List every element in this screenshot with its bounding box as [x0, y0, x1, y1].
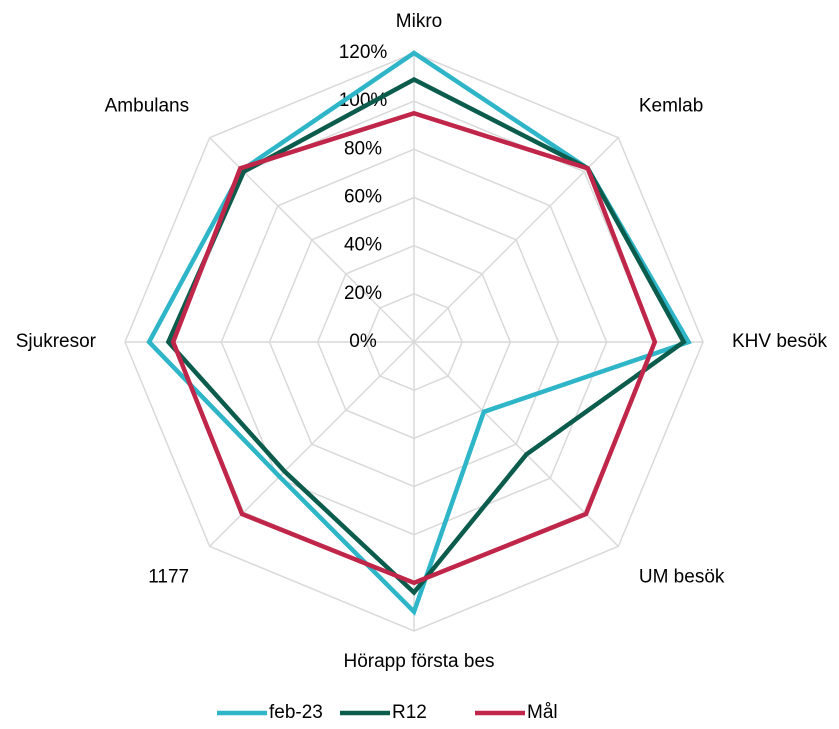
category-label: 1177 — [148, 566, 189, 587]
tick-label: 40% — [344, 235, 382, 256]
category-label: Ambulans — [105, 96, 190, 117]
legend-label: R12 — [392, 702, 427, 723]
tick-label: 120% — [339, 42, 388, 63]
tick-label: 0% — [349, 331, 377, 352]
category-label: KHV besök — [732, 331, 828, 352]
category-label: Kemlab — [639, 96, 703, 117]
tick-label: 80% — [344, 138, 382, 159]
legend-label: Mål — [527, 702, 558, 723]
tick-label: 60% — [344, 187, 382, 208]
category-label: UM besök — [639, 566, 725, 587]
legend-label: feb-23 — [269, 702, 323, 723]
series-line — [170, 110, 658, 586]
spoke — [413, 137, 619, 343]
category-label: Sjukresor — [16, 331, 97, 352]
series-line — [146, 50, 692, 616]
category-label: Mikro — [396, 11, 442, 32]
tick-label: 20% — [344, 283, 382, 304]
category-label: Hörapp första bes — [343, 651, 494, 672]
